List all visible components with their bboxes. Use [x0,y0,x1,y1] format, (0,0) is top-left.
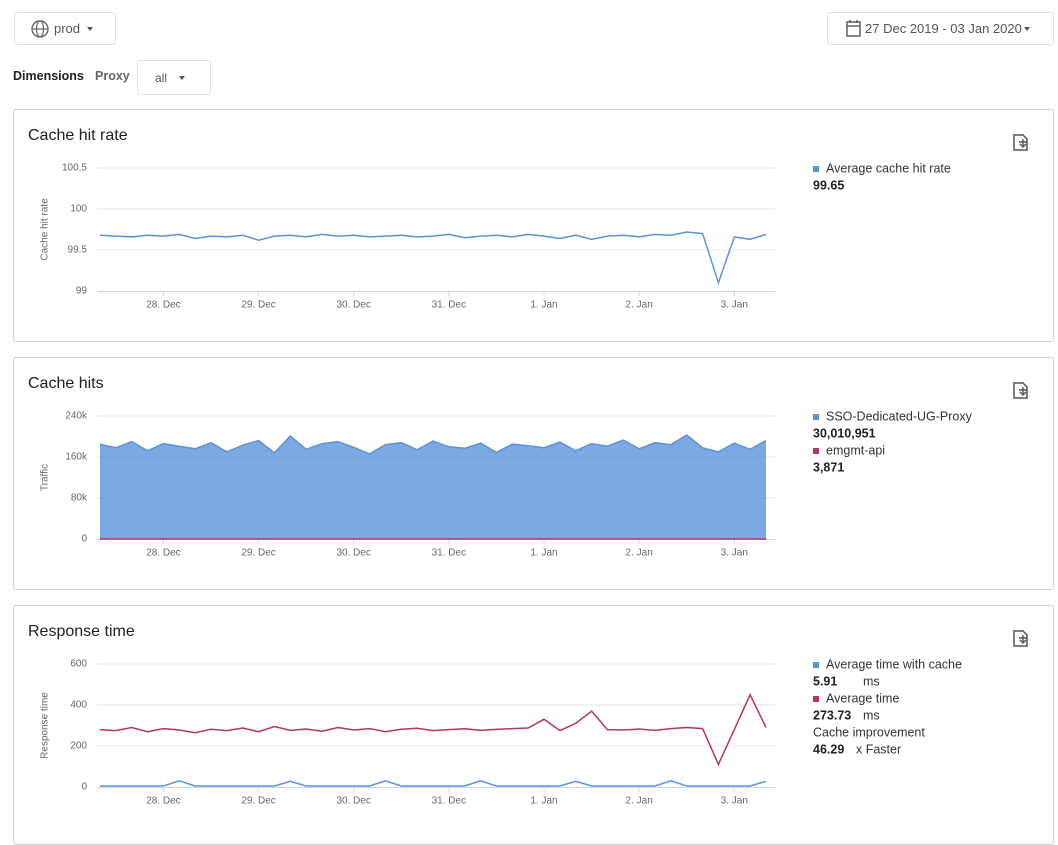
legend-summary: 99.65 [813,178,844,192]
y-tick-label: 99.5 [68,245,88,256]
dimensions-label: Dimensions [13,69,84,83]
chart-title: Cache hits [28,375,104,392]
y-tick-label: 80k [71,493,88,504]
environment-select[interactable]: prod [14,12,116,45]
x-tick-label: 31. Dec [432,300,466,311]
x-tick-label: 30. Dec [336,548,370,559]
chart-panel: Cache hits 0 80k 160k 240k Traffic 28. Dec 29. … [13,357,1054,590]
x-tick-label: 28. Dec [146,300,180,311]
chart-panel: Cache hit rate 99 99.5 100 100.5 Cache hit ra… [13,109,1054,342]
y-tick-label: 100 [70,204,87,215]
x-tick-label: 30. Dec [336,796,370,807]
line [100,781,766,786]
y-tick-label: 160k [65,452,88,463]
legend-marker [813,662,819,668]
download-button[interactable] [1014,135,1027,150]
download-arrow [1019,139,1027,147]
legend-label: emgmt-api [826,443,885,457]
chart-panel: Response time 0 200 400 600 Response time 28. … [13,605,1054,845]
legend-label: SSO-Dedicated-UG-Proxy [826,409,973,423]
download-arrow [1019,635,1027,643]
proxy-select[interactable]: all [137,60,211,95]
x-tick-label: 2. Jan [626,796,653,807]
x-tick-label: 2. Jan [626,548,653,559]
extra-value: 46.29 [813,742,844,756]
y-axis-title: Traffic [40,464,51,491]
legend-summary: 3,871 [813,460,844,474]
extra-unit: x Faster [856,742,901,756]
legend-label: Average time [826,691,899,705]
x-tick-label: 28. Dec [146,796,180,807]
legend-label: Average time with cache [826,657,962,671]
legend-summary: 5.91 [813,674,837,688]
download-arrow [1019,387,1027,395]
legend-summary: 30,010,951 [813,426,876,440]
x-tick-label: 30. Dec [336,300,370,311]
environment: prod [54,21,80,36]
x-tick-label: 1. Jan [530,796,557,807]
x-tick-label: 1. Jan [530,300,557,311]
x-tick-label: 29. Dec [241,796,275,807]
area [100,435,766,539]
download-button[interactable] [1014,383,1027,398]
legend-marker [813,448,819,454]
legend-unit: ms [863,674,880,688]
x-tick-label: 3. Jan [721,300,748,311]
x-tick-label: 31. Dec [432,796,466,807]
legend-marker [813,696,819,702]
chart: Cache hits 0 80k 160k 240k Traffic 28. Dec 29. … [13,357,1054,590]
y-tick-label: 200 [70,741,87,752]
y-tick-label: 240k [65,411,88,422]
date-range-select[interactable]: 27 Dec 2019 - 03 Jan 2020 [827,12,1054,45]
date-range: 27 Dec 2019 - 03 Jan 2020 [865,21,1022,36]
legend-marker [813,414,819,420]
x-tick-label: 3. Jan [721,548,748,559]
legend-summary: 273.73 [813,708,851,722]
line [100,232,766,283]
x-tick-label: 29. Dec [241,548,275,559]
chart-title: Cache hit rate [28,127,128,144]
extra-label: Cache improvement [813,725,925,739]
x-tick-label: 3. Jan [721,796,748,807]
y-tick-label: 0 [81,782,87,793]
legend-marker [813,166,819,172]
chart-title: Response time [28,623,135,640]
y-tick-label: 0 [81,534,87,545]
x-tick-label: 1. Jan [530,548,557,559]
y-tick-label: 99 [76,286,88,297]
y-axis-title: Cache hit rate [40,198,51,261]
download-button[interactable] [1014,631,1027,646]
y-tick-label: 600 [70,659,87,670]
chart: Response time 0 200 400 600 Response time 28. … [13,605,1054,845]
x-tick-label: 29. Dec [241,300,275,311]
chart: Cache hit rate 99 99.5 100 100.5 Cache hit ra… [13,109,1054,342]
legend-unit: ms [863,708,880,722]
y-axis-title: Response time [40,692,51,759]
y-tick-label: 400 [70,700,87,711]
legend-label: Average cache hit rate [826,161,951,175]
dropdown-arrow [138,61,210,94]
proxy-label: Proxy [95,69,130,83]
x-tick-label: 28. Dec [146,548,180,559]
x-tick-label: 2. Jan [626,300,653,311]
x-tick-label: 31. Dec [432,548,466,559]
y-tick-label: 100.5 [62,163,87,174]
